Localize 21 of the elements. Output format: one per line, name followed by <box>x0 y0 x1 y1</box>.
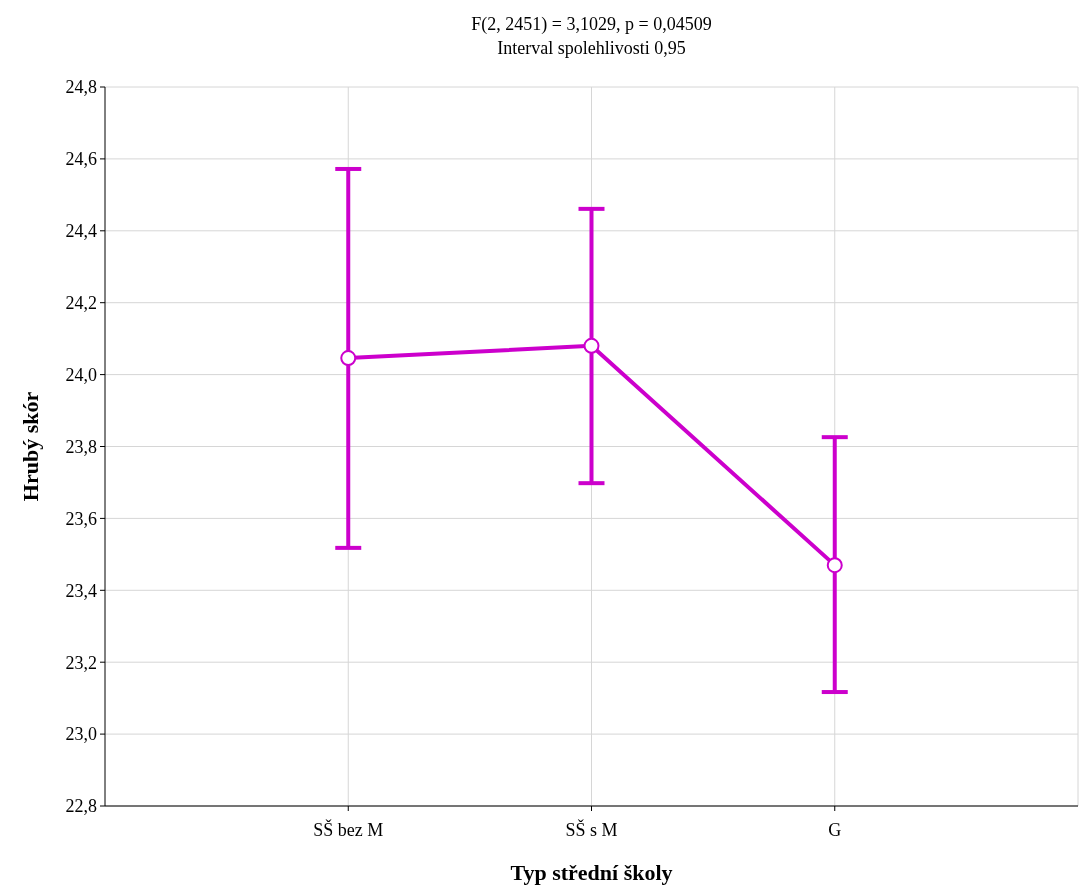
x-tick-label: SŠ bez M <box>313 819 384 840</box>
y-tick-label: 24,8 <box>65 77 97 98</box>
x-axis-title: Typ střední školy <box>510 860 673 885</box>
chart-subtitle: Interval spolehlivosti 0,95 <box>497 38 686 58</box>
y-tick-label: 23,6 <box>65 508 97 529</box>
point <box>340 350 357 367</box>
y-tick-label: 24,2 <box>65 293 97 313</box>
y-axis-title: Hrubý skór <box>18 391 43 502</box>
chart-title: F(2, 2451) = 3,1029, p = 0,04509 <box>471 14 712 35</box>
y-tick-label: 24,4 <box>65 221 97 242</box>
x-tick-label: G <box>828 820 842 840</box>
y-tick-label: 24,6 <box>65 149 97 170</box>
point <box>826 557 843 574</box>
y-tick-label: 24,0 <box>65 364 97 385</box>
y-tick-label: 23,0 <box>65 724 97 745</box>
y-tick-label: 23,8 <box>65 436 97 457</box>
y-tick-label: 23,2 <box>65 652 97 673</box>
x-tick-label: SŠ s M <box>565 819 618 840</box>
y-tick-label: 23,4 <box>65 580 97 601</box>
y-tick-label: 22,8 <box>65 796 97 817</box>
point <box>583 337 600 354</box>
